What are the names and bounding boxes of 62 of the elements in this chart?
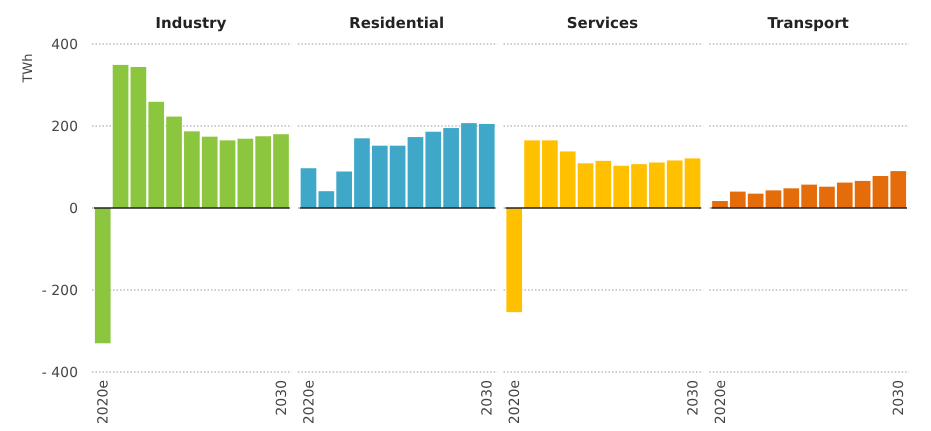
x-tick-label: 2020e xyxy=(96,380,112,424)
bar xyxy=(613,166,630,208)
bar xyxy=(336,172,352,208)
bar xyxy=(202,136,218,208)
x-tick-label: 2030 xyxy=(480,380,496,416)
chart-title: Transport xyxy=(767,14,849,32)
bar xyxy=(425,132,442,208)
bar xyxy=(390,146,406,208)
y-axis-title: TWh xyxy=(21,53,36,84)
y-tick-label: - 200 xyxy=(42,282,78,299)
bar xyxy=(148,102,164,208)
bar xyxy=(354,138,370,208)
bar xyxy=(712,201,728,208)
y-tick-label: 200 xyxy=(51,118,78,135)
bar xyxy=(166,116,182,208)
bar xyxy=(836,182,853,208)
bar xyxy=(748,194,764,208)
bar xyxy=(220,140,236,208)
bar xyxy=(684,158,700,208)
x-tick-label: 2020e xyxy=(712,380,729,424)
bar xyxy=(443,128,459,208)
bar xyxy=(524,140,540,208)
bar xyxy=(372,146,388,208)
x-tick-label: 2020e xyxy=(301,380,318,424)
bar xyxy=(783,188,800,208)
y-tick-label: 400 xyxy=(51,36,78,53)
chart-title: Residential xyxy=(349,14,444,32)
bar xyxy=(666,160,683,208)
x-tick-label: 2030 xyxy=(274,380,290,416)
bar xyxy=(819,186,835,208)
bar xyxy=(112,64,128,208)
bar xyxy=(631,164,647,208)
bar xyxy=(273,134,289,208)
bar xyxy=(461,123,477,208)
bar xyxy=(408,137,424,208)
bar xyxy=(255,136,272,208)
bar xyxy=(478,124,495,208)
bar xyxy=(578,163,594,208)
chart-title: Industry xyxy=(155,14,227,32)
x-tick-label: 2030 xyxy=(685,380,702,416)
y-tick-label: - 400 xyxy=(42,364,78,381)
bar xyxy=(300,168,316,208)
chart-title: Services xyxy=(566,14,638,32)
bar xyxy=(854,180,870,208)
bar xyxy=(318,191,334,208)
bar xyxy=(649,162,665,208)
x-tick-label: 2030 xyxy=(891,380,908,416)
bar xyxy=(730,192,746,208)
bar xyxy=(872,176,888,208)
x-tick-label: 2020e xyxy=(507,380,524,424)
y-tick-label: 0 xyxy=(69,200,78,217)
bar xyxy=(801,184,817,208)
bar xyxy=(560,151,576,208)
bar xyxy=(184,131,200,208)
bar xyxy=(890,171,906,208)
bar xyxy=(596,160,612,208)
bar xyxy=(94,208,111,344)
bar xyxy=(506,208,522,312)
bar xyxy=(766,190,782,208)
bar xyxy=(238,138,254,208)
bar xyxy=(542,140,558,208)
bar xyxy=(130,66,146,208)
